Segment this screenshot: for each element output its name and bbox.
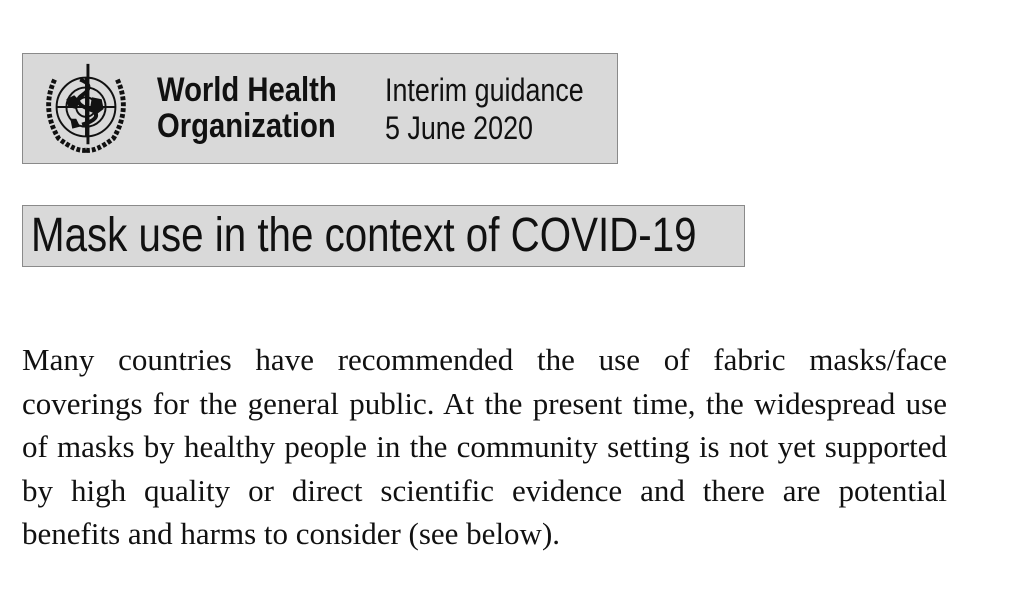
organization-name: World Health Organization — [157, 72, 337, 144]
document-header: World Health Organization Interim guidan… — [22, 53, 618, 164]
organization-name-line1: World Health — [157, 71, 337, 109]
document-title-box: Mask use in the context of COVID-19 — [22, 205, 745, 267]
body-paragraph: Many countries have recommended the use … — [22, 342, 947, 552]
document-type: Interim guidance — [385, 72, 584, 108]
document-date: 5 June 2020 — [385, 110, 533, 146]
document-title: Mask use in the context of COVID-19 — [31, 209, 697, 262]
document-meta: Interim guidance 5 June 2020 — [385, 71, 584, 147]
who-emblem-icon — [46, 63, 126, 153]
organization-name-line2: Organization — [157, 107, 336, 145]
